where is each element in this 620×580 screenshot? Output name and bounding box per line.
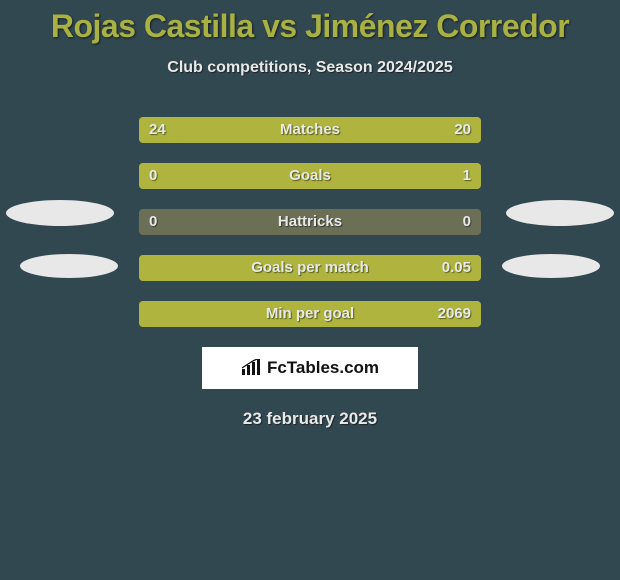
page-title: Rojas Castilla vs Jiménez Corredor [0,0,620,45]
comparison-row: 01Goals [139,163,481,189]
subtitle: Club competitions, Season 2024/2025 [0,59,620,77]
metric-label: Goals per match [139,255,481,281]
metric-label: Goals [139,163,481,189]
source-logo: FcTables.com [202,347,418,389]
player-left-avatar-2 [20,254,118,278]
player-right-avatar-2 [502,254,600,278]
comparison-row: 2420Matches [139,117,481,143]
bar-chart-icon [241,359,263,377]
comparison-row: 2069Min per goal [139,301,481,327]
comparison-row: 00Hattricks [139,209,481,235]
player-right-avatar-1 [506,200,614,226]
player-left-avatar-1 [6,200,114,226]
date-label: 23 february 2025 [0,409,620,429]
comparison-row: 0.05Goals per match [139,255,481,281]
metric-label: Min per goal [139,301,481,327]
metric-label: Hattricks [139,209,481,235]
comparison-rows: 2420Matches 01Goals 00Hattricks 0.05Goals p… [139,117,481,327]
source-logo-text: FcTables.com [267,358,379,378]
metric-label: Matches [139,117,481,143]
